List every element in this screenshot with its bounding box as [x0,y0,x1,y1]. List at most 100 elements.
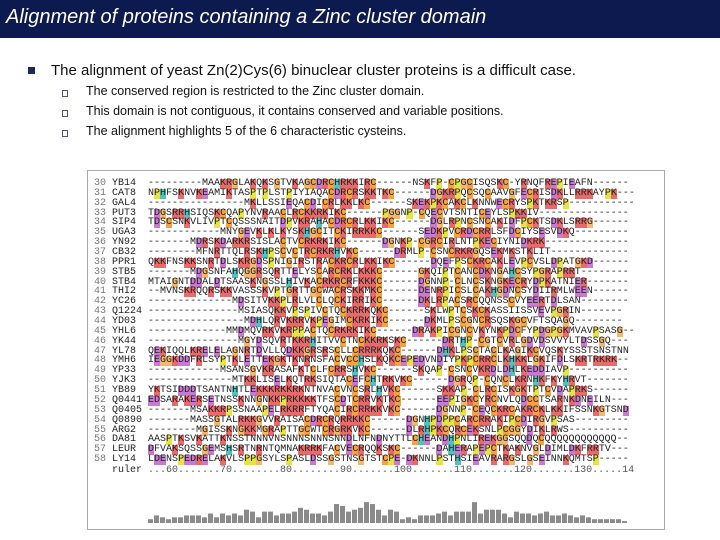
residue: R [580,187,587,199]
residue: C [394,394,401,406]
residue: R [520,276,527,288]
residue: D [550,296,557,308]
residue: H [448,444,455,456]
residue: C [316,276,323,288]
residue: G [514,316,521,328]
residue: K [364,227,371,239]
residue: C [352,345,359,357]
residue: E [190,394,197,406]
row-number: 32 [94,197,107,209]
residue: E [184,454,191,466]
conservation-bar [400,519,405,523]
row-number: 55 [94,424,107,436]
residue: D [286,345,293,357]
residue: P [178,454,185,466]
residue: K [226,286,233,298]
residue: R [460,444,467,456]
sequence: -------MASSGTALRKKGVVRAISACDRCRQRRKKC---… [148,414,629,426]
residue: R [376,335,383,347]
sequence: TDSCSNKVLIVPTCQSSSNAITDPVKRAHACDRCRLKKIK… [148,217,629,229]
residue: E [430,207,437,219]
residue: D [178,355,185,367]
residue: C [376,227,383,239]
residue: C [340,276,347,288]
residue: G [520,335,527,347]
residue: D [430,187,437,199]
residue: K [160,256,167,268]
residue: K [250,178,257,189]
residue: K [526,345,533,357]
residue: R [478,414,485,426]
residue: R [172,207,179,219]
residue: R [256,266,263,278]
residue: G [394,207,401,219]
residue: P [454,256,461,268]
residue: E [160,454,167,466]
residue: K [454,197,461,209]
residue: C [448,178,455,189]
residue: K [388,355,395,367]
conservation-bar [352,509,357,523]
sequence: --------------MDSITVKKPLRLVLCLQCKIRRIKC-… [148,296,629,308]
sequence-name: ARG2 [112,424,137,436]
residue: C [442,197,449,209]
residue: K [310,394,317,406]
residue: K [430,306,437,318]
residue: C [472,385,479,397]
residue: K [376,306,383,318]
residue: K [418,365,425,377]
sequence-name: CB32 [112,247,137,259]
residue: R [550,197,557,209]
sequence-name: YHL6 [112,325,137,337]
residue: K [466,394,473,406]
conservation-bar [280,513,285,523]
residue: H [286,276,293,288]
residue: E [154,355,161,367]
conservation-bar [490,509,495,523]
residue: H [376,385,383,397]
residue: K [568,394,575,406]
conservation-bar [220,513,225,523]
residue: K [298,217,305,229]
residue: D [154,207,161,219]
residue: G [508,187,515,199]
residue: K [220,178,227,189]
residue: G [388,207,395,219]
residue: G [304,345,311,357]
residue: C [448,247,455,259]
residue: R [256,444,263,456]
residue: K [496,217,503,229]
residue: D [214,276,221,288]
residue: G [160,355,167,367]
sequence-name: YP33 [112,365,137,377]
conservation-bar [316,513,321,523]
residue: C [334,394,341,406]
residue: K [556,404,563,416]
conservation-bar [346,511,351,523]
row-number: 47 [94,345,107,357]
residue: P [292,325,299,337]
residue: K [520,207,527,219]
residue: D [520,237,527,249]
residue: C [394,385,401,397]
residue: C [478,306,485,318]
residue: K [562,227,569,239]
conservation-bar [226,515,231,523]
residue: P [166,434,173,446]
sequence-name: CAT8 [112,187,137,199]
residue: K [346,178,353,189]
residue: C [352,394,359,406]
conservation-bar [568,515,573,523]
conservation-bar [412,519,417,523]
residue: C [370,365,377,377]
residue: R [304,335,311,347]
residue: G [574,256,581,268]
residue: K [388,394,395,406]
residue: K [298,227,305,239]
residue: C [334,296,341,308]
residue: P [448,414,455,426]
residue: G [274,178,281,189]
residue: P [502,325,509,337]
residue: R [340,217,347,229]
residue: G [454,325,461,337]
